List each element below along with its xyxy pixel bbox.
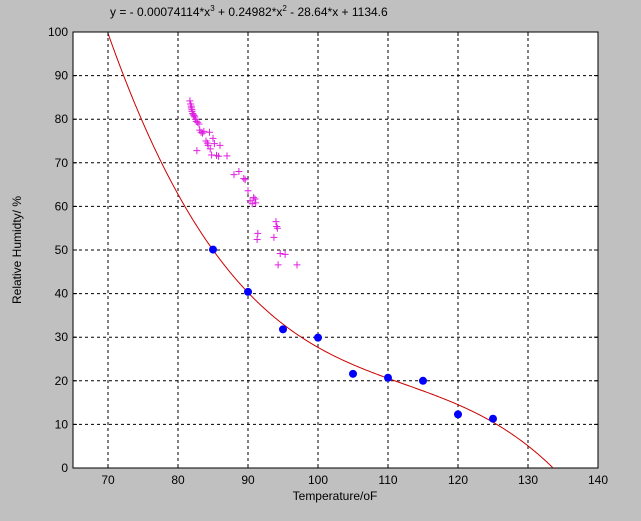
plus-point <box>194 118 202 126</box>
x-tick-label: 120 <box>448 473 468 487</box>
plus-point <box>193 147 201 155</box>
plus-point <box>273 222 281 230</box>
plus-point <box>210 140 218 148</box>
dot-point <box>314 333 322 342</box>
dot-point <box>419 376 427 385</box>
y-tick-label: 100 <box>48 25 68 39</box>
dot-point <box>349 369 357 378</box>
grid <box>73 32 598 468</box>
y-tick-label: 80 <box>55 112 69 126</box>
y-tick-label: 30 <box>55 330 69 344</box>
y-tick-label: 50 <box>55 243 69 257</box>
plus-point <box>240 174 248 182</box>
plus-point <box>241 176 249 184</box>
dot-point <box>454 410 462 419</box>
scatter-dot-series <box>209 245 497 423</box>
plus-point <box>190 112 198 120</box>
plus-point <box>209 134 217 142</box>
x-tick-label: 110 <box>378 473 397 487</box>
x-tick-label: 80 <box>171 473 185 487</box>
plus-point <box>235 168 243 176</box>
axes-background <box>73 32 598 468</box>
chart-title: y = - 0.00074114*x3 + 0.24982*x2 - 28.64… <box>110 4 388 19</box>
fit-curve-line <box>107 33 553 468</box>
plus-point <box>215 152 223 160</box>
plus-point <box>274 261 282 269</box>
dot-point <box>489 414 497 423</box>
plus-point <box>206 128 213 136</box>
plus-point <box>248 200 256 208</box>
y-tick-label: 0 <box>61 461 68 475</box>
y-tick-label: 40 <box>55 287 69 301</box>
y-tick-label: 70 <box>55 156 69 170</box>
dot-point <box>244 287 252 296</box>
plus-point <box>293 261 301 269</box>
fit-curve <box>107 33 553 468</box>
x-tick-label: 130 <box>518 473 538 487</box>
plus-point <box>250 194 258 202</box>
dot-point <box>384 373 392 382</box>
y-tick-label: 90 <box>55 69 69 83</box>
x-tick-label: 70 <box>101 473 115 487</box>
plus-point <box>200 127 208 135</box>
scatter-plus-series <box>186 97 301 269</box>
plus-point <box>187 104 195 112</box>
plus-point <box>223 152 231 160</box>
plus-point <box>254 229 262 237</box>
x-tick-label: 90 <box>241 473 255 487</box>
plus-point <box>216 141 224 149</box>
x-tick-label: 140 <box>588 473 608 487</box>
dot-point <box>279 325 287 334</box>
plus-point <box>270 233 278 241</box>
y-tick-label: 10 <box>55 417 69 431</box>
x-tick-label: 100 <box>308 473 328 487</box>
y-tick-label: 20 <box>55 374 69 388</box>
plus-point <box>230 171 238 179</box>
plus-point <box>281 250 289 258</box>
axis-ticks: 70 80 90 100 110 120 130 140 0 10 20 30 40 50 60 70 80 90… <box>48 25 608 487</box>
plus-point <box>244 187 252 195</box>
plus-point <box>206 145 214 153</box>
plus-point <box>253 236 261 244</box>
plus-point <box>199 129 206 137</box>
plus-point <box>186 97 194 105</box>
plus-point <box>273 224 281 232</box>
y-tick-label: 60 <box>55 199 69 213</box>
plus-point <box>252 199 260 207</box>
plus-point <box>251 195 259 203</box>
plus-point <box>195 120 203 128</box>
y-axis-label: Relative Humidty/ % <box>10 196 24 304</box>
plus-point <box>276 249 284 257</box>
plus-point <box>272 218 280 226</box>
dot-point <box>209 245 217 254</box>
x-axis-label: Temperature/oF <box>293 489 378 503</box>
